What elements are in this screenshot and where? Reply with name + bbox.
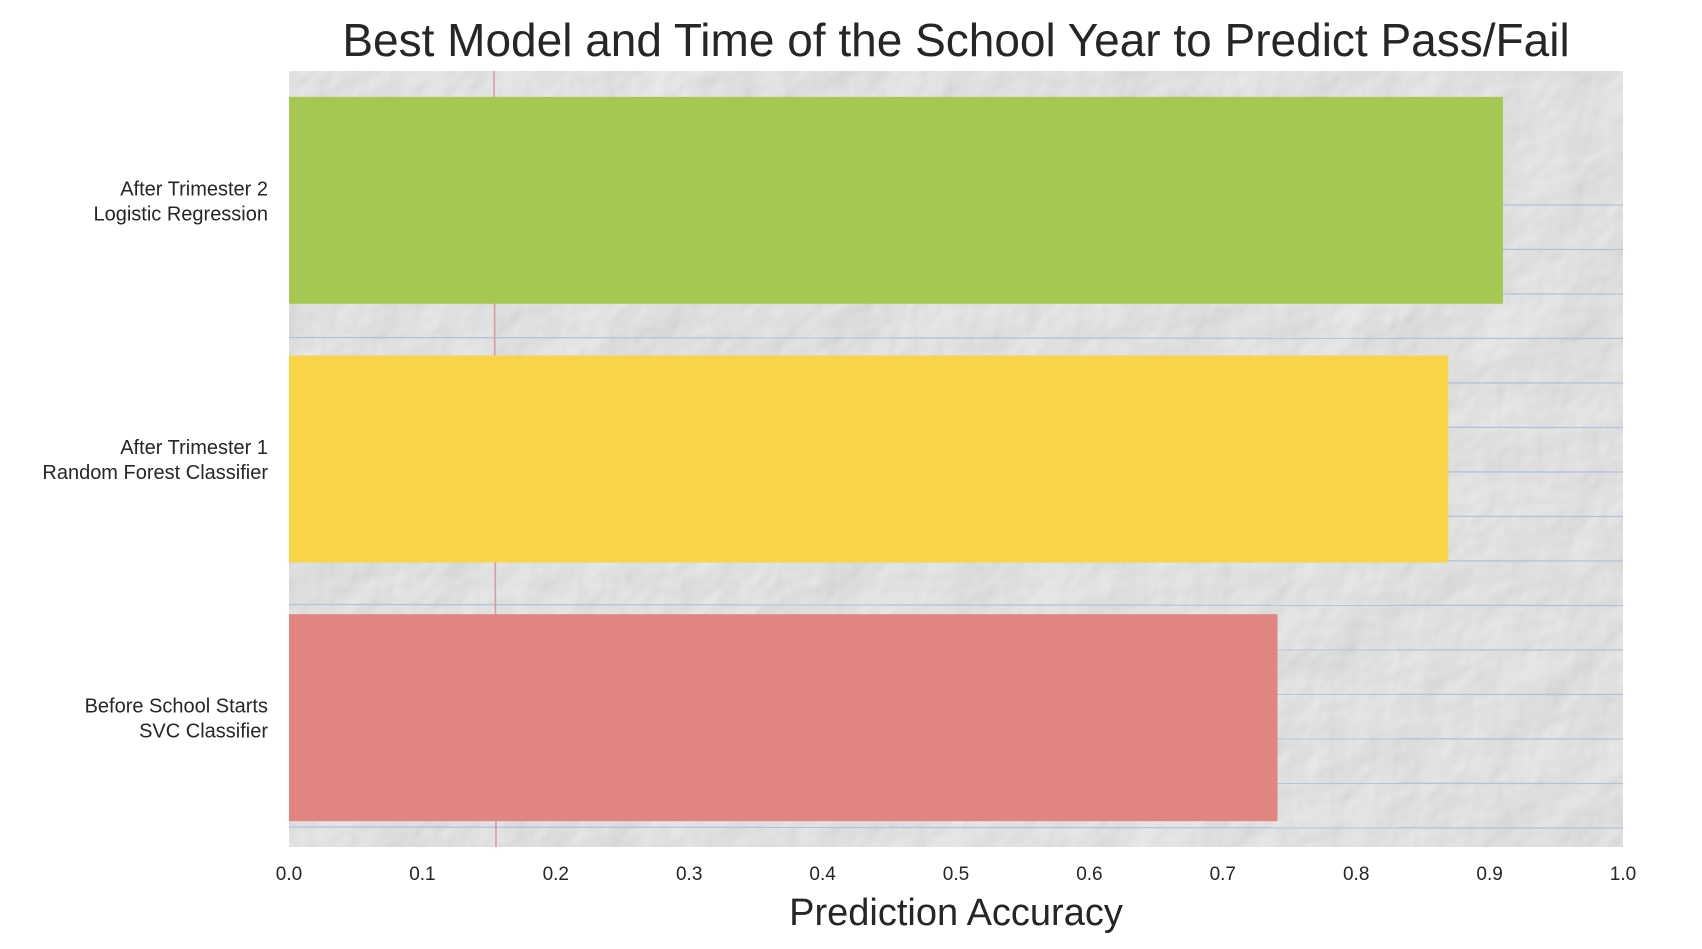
category-label-line2: Logistic Regression xyxy=(93,203,268,225)
category-label-line2: Random Forest Classifier xyxy=(42,462,268,484)
bar xyxy=(289,614,1278,822)
category-label-line1: After Trimester 2 xyxy=(120,178,268,200)
ruled-line xyxy=(288,826,1624,829)
x-tick-label: 0.4 xyxy=(809,864,836,885)
category-label: Before School Starts SVC Classifier xyxy=(85,696,269,743)
x-axis-label: Prediction Accuracy xyxy=(789,892,1123,934)
category-label: After Trimester 1 Random Forest Classifie… xyxy=(42,437,268,484)
ruled-line xyxy=(288,336,1624,340)
category-label-line1: Before School Starts xyxy=(85,696,268,718)
x-tick-label: 0.1 xyxy=(409,864,435,885)
x-tick-label: 0.6 xyxy=(1076,864,1102,885)
x-tick-label: 0.8 xyxy=(1343,864,1369,885)
x-tick-label: 0.9 xyxy=(1476,864,1502,885)
category-label-line1: After Trimester 1 xyxy=(120,437,268,459)
category-labels: After Trimester 2 Logistic RegressionAfte… xyxy=(42,178,268,742)
bar xyxy=(289,96,1503,304)
category-label-line2: SVC Classifier xyxy=(139,721,268,743)
x-axis-ticks: 0.0 0.1 0.2 0.3 0.4 0.5 0.6 0.7 0.8 0.9 1.0 xyxy=(276,864,1636,885)
ruled-line xyxy=(288,603,1624,607)
x-tick-label: 0.7 xyxy=(1210,864,1236,885)
bar xyxy=(289,355,1449,563)
x-tick-label: 1.0 xyxy=(1610,864,1636,885)
x-tick-label: 0.5 xyxy=(943,864,969,885)
chart-title: Best Model and Time of the School Year t… xyxy=(342,14,1569,66)
x-tick-label: 0.0 xyxy=(276,864,302,885)
bars xyxy=(289,96,1503,822)
x-tick-label: 0.3 xyxy=(676,864,702,885)
category-label: After Trimester 2 Logistic Regression xyxy=(93,178,268,225)
x-tick-label: 0.2 xyxy=(543,864,569,885)
